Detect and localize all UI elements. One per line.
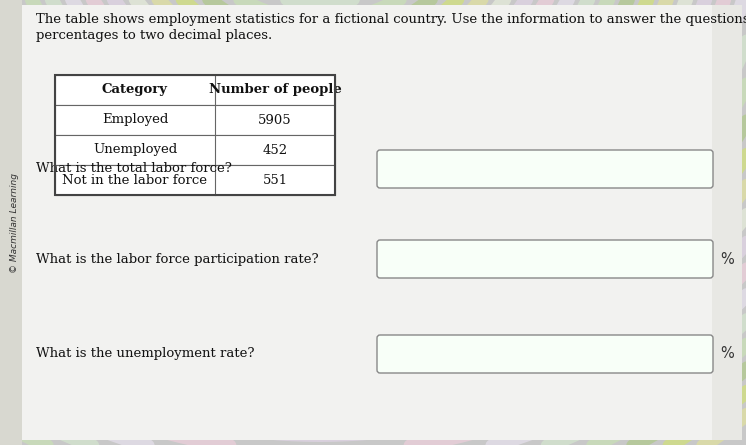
Text: 551: 551 [263, 174, 287, 186]
Text: The table shows employment statistics for a fictional country. Use the informati: The table shows employment statistics fo… [36, 13, 746, 26]
Text: © Macmillan Learning: © Macmillan Learning [10, 173, 19, 273]
Text: Employed: Employed [101, 113, 168, 126]
Bar [55, 75, 335, 195]
Text: percentages to two decimal places.: percentages to two decimal places. [36, 29, 272, 42]
Text: Not in the labor force: Not in the labor force [63, 174, 207, 186]
Text: What is the total labor force?: What is the total labor force? [36, 162, 232, 175]
Bar [0, 0, 22, 445]
Text: What is the labor force participation rate?: What is the labor force participation ra… [36, 252, 319, 266]
FancyBboxPatch shape [377, 150, 713, 188]
Text: Category: Category [102, 84, 168, 97]
Bar [55, 135, 335, 165]
Text: 5905: 5905 [258, 113, 292, 126]
Bar [712, 5, 742, 440]
Bar [55, 75, 335, 105]
Text: %: % [720, 347, 734, 361]
FancyBboxPatch shape [377, 240, 713, 278]
Text: Unemployed: Unemployed [93, 143, 177, 157]
Text: 452: 452 [263, 143, 287, 157]
Bar [55, 165, 335, 195]
Text: %: % [720, 251, 734, 267]
Text: What is the unemployment rate?: What is the unemployment rate? [36, 348, 254, 360]
Bar [55, 105, 335, 135]
FancyBboxPatch shape [377, 335, 713, 373]
Text: Number of people: Number of people [209, 84, 342, 97]
